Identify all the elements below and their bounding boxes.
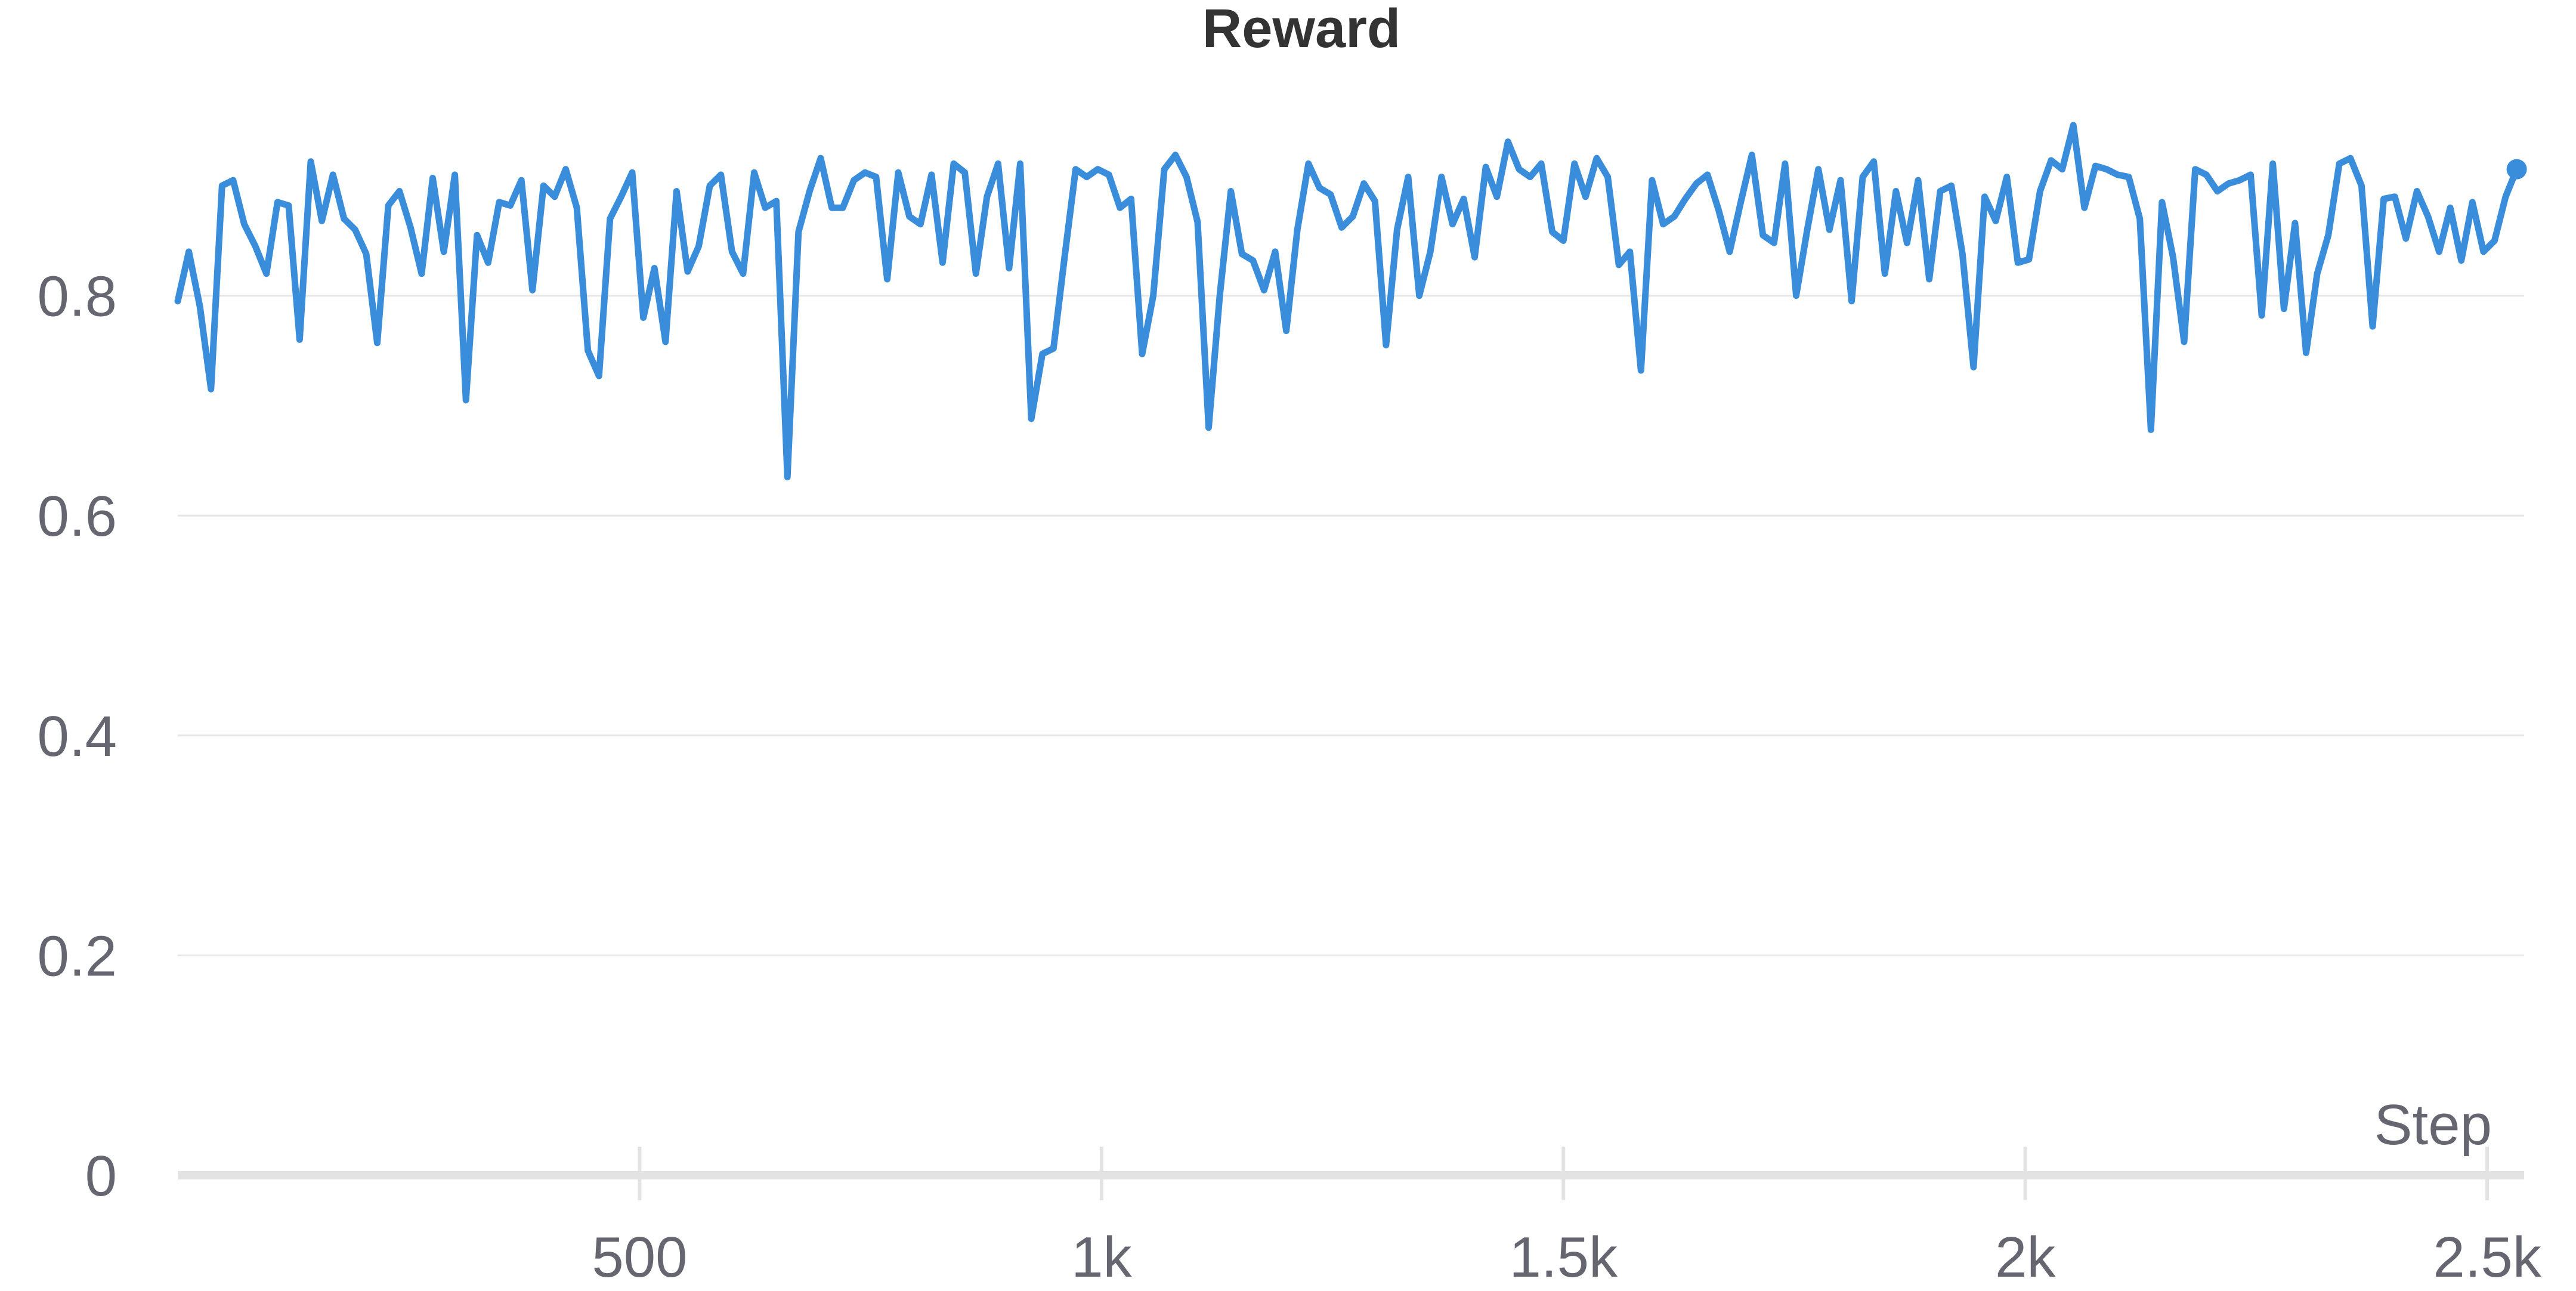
series-group	[174, 122, 2527, 481]
chart-title: Reward	[1202, 0, 1400, 59]
y-tick-label: 0.8	[38, 265, 117, 329]
reward-series-line	[174, 122, 2521, 481]
y-axis-ticks: 0 0.2 0.4 0.6 0.8	[38, 265, 117, 1208]
x-tick-label: 500	[592, 1225, 687, 1288]
x-axis-ticks: 500 1k 1.5k 2k 2.5k	[592, 1147, 2542, 1289]
x-tick-label: 2.5k	[2433, 1225, 2541, 1288]
x-axis-label: Step	[2374, 1093, 2492, 1157]
series-last-point	[2506, 159, 2527, 180]
x-tick-label: 2k	[1995, 1225, 2056, 1288]
y-tick-label: 0.6	[38, 484, 117, 548]
x-tick-label: 1.5k	[1510, 1225, 1618, 1288]
y-tick-label: 0.4	[38, 705, 117, 768]
x-tick-label: 1k	[1071, 1225, 1132, 1288]
y-tick-label: 0.2	[38, 924, 117, 988]
y-tick-label: 0	[85, 1144, 117, 1208]
gridlines	[178, 295, 2524, 956]
